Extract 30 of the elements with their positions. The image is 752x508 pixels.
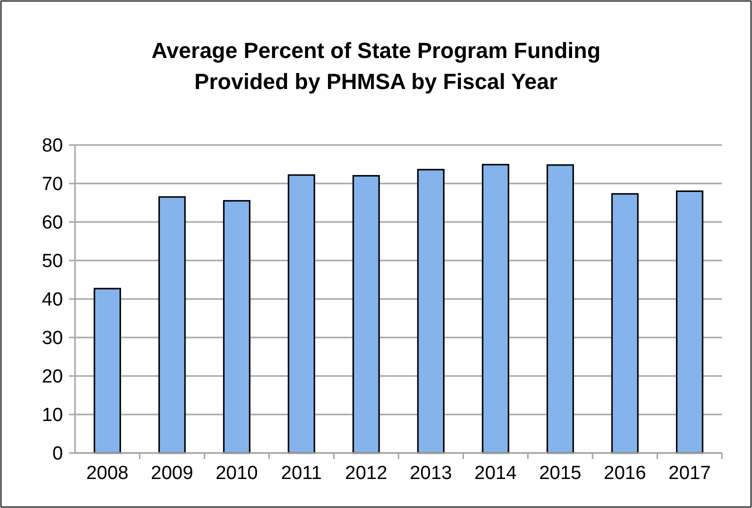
y-tick-label: 60	[42, 212, 63, 234]
x-tick-label: 2014	[474, 463, 518, 484]
x-tick-label: 2008	[86, 463, 128, 484]
bar	[611, 193, 639, 454]
y-tick-label: 40	[42, 290, 63, 311]
x-tick-label: 2017	[668, 463, 711, 484]
y-tick-label: 10	[42, 405, 63, 426]
x-tick-label: 2016	[604, 463, 646, 484]
x-tick-label: 2009	[150, 463, 194, 484]
bar	[158, 196, 186, 454]
bar	[223, 200, 250, 454]
x-tick-label: 2013	[410, 463, 452, 484]
x-tick-label: 2011	[281, 463, 322, 484]
bar	[417, 168, 445, 454]
bar	[676, 190, 704, 454]
bar	[94, 288, 122, 454]
bar	[288, 174, 316, 454]
y-tick-label: 20	[42, 366, 63, 388]
bar	[546, 164, 574, 454]
y-tick-label: 30	[42, 328, 63, 350]
y-tick-label: 70	[42, 174, 63, 196]
bar	[352, 175, 380, 454]
y-tick-label: 0	[52, 444, 63, 465]
y-tick-label: 80	[42, 136, 63, 157]
y-tick-label: 50	[42, 251, 63, 272]
bar	[482, 164, 510, 454]
x-tick-label: 2015	[539, 463, 582, 484]
chart-title: Average Percent of State Program Funding Provided by PHMSA by Fiscal Year	[151, 38, 601, 94]
x-tick-label: 2012	[345, 463, 388, 484]
x-tick-label: 2010	[216, 463, 258, 484]
